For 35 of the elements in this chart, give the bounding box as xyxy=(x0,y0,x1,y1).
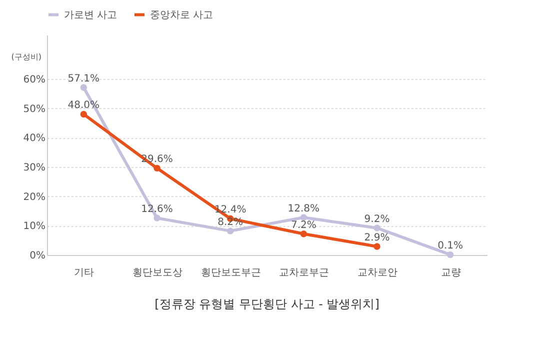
y-tick-label: 60% xyxy=(23,74,46,86)
data-label: 9.2% xyxy=(364,214,390,226)
y-tick-label: 10% xyxy=(23,221,46,232)
y-tick-label: 40% xyxy=(23,133,46,144)
data-label: 48.0% xyxy=(68,100,100,112)
y-tick-label: 30% xyxy=(23,162,46,174)
y-tick-label: 0% xyxy=(30,250,46,262)
point xyxy=(80,84,88,91)
legend-label: 중앙차로 사고 xyxy=(150,10,214,21)
point xyxy=(446,251,454,258)
point xyxy=(154,164,160,172)
x-tick-label: 기타 xyxy=(74,268,94,278)
y-tick-label: 50% xyxy=(23,104,46,115)
legend-label: 가로변 사고 xyxy=(64,10,118,21)
point xyxy=(226,228,234,234)
x-tick-label: 교차로부근 xyxy=(279,268,330,278)
x-tick-label: 교량 xyxy=(440,268,461,278)
text: [정류장 유형별 무단횡단 사고 - 발생위치] xyxy=(154,297,380,311)
point xyxy=(154,214,160,222)
data-label: 7.2% xyxy=(290,220,316,231)
x-tick-label: 횡단보도상 xyxy=(132,268,182,278)
point xyxy=(374,243,380,250)
y-tick-label: 20% xyxy=(23,192,46,203)
point xyxy=(300,214,308,221)
x-tick-label: 횡단보도부근 xyxy=(200,268,261,278)
y-axis-title: (구성비) xyxy=(11,52,42,62)
data-label: 12.8% xyxy=(288,203,320,214)
point xyxy=(300,230,308,238)
x-tick-label: 교차로안 xyxy=(358,268,398,278)
data-label: 12.6% xyxy=(141,204,173,216)
data-label: 0.1% xyxy=(438,240,464,252)
data-label: 57.1% xyxy=(68,74,100,85)
point xyxy=(80,110,88,118)
point xyxy=(374,224,380,232)
data-label: 2.9% xyxy=(364,232,390,244)
